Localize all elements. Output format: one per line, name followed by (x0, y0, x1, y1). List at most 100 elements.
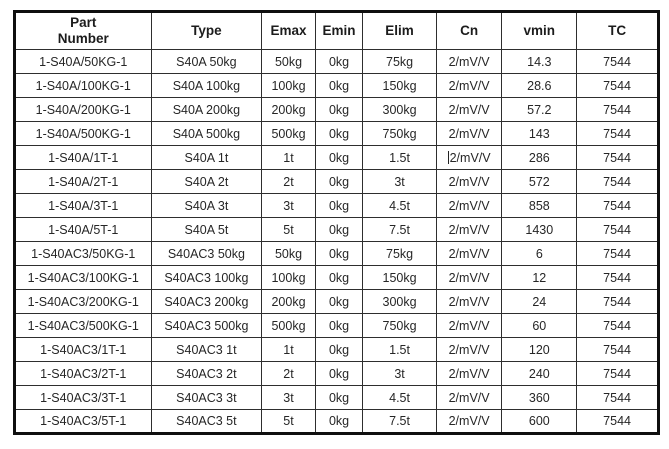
cell-text: 3t (394, 366, 405, 381)
table-row: 1-S40A/2T-1 S40A 2t 2t 0kg 3t 2/mV/V 572 7544 (13, 169, 660, 194)
cell-part-number: 1-S40AC3/1T-1 (13, 337, 152, 362)
cell-text: 50kg (274, 54, 303, 69)
cell-emin: 0kg (314, 265, 364, 290)
cell-tc: 7544 (576, 409, 660, 435)
cell-text: 7544 (603, 414, 631, 428)
table-row: 1-S40AC3/5T-1 S40AC3 5t 5t 0kg 7.5t 2/mV/V 600… (13, 409, 660, 435)
load-cell-spec-table: Part Number Type Emax Emin Elim Cn vmin TC 1-S4… (13, 10, 660, 435)
table-row: 1-S40A/100KG-1 S40A 100kg 100kg 0kg 150kg 2/m… (13, 73, 660, 98)
cell-text: 2/mV/V (448, 294, 490, 309)
cell-vmin: 60 (501, 313, 578, 338)
cell-text: 2/mV/V (448, 366, 490, 381)
cell-text: 2/mV/V (448, 222, 490, 237)
cell-cn: 2/mV/V (435, 337, 503, 362)
cell-text: 3t (394, 174, 405, 189)
cell-part-number: 1-S40A/500KG-1 (13, 121, 152, 146)
cell-type: S40AC3 2t (150, 361, 263, 386)
cell-elim: 1.5t (362, 337, 437, 362)
cell-part-number: 1-S40A/2T-1 (13, 169, 152, 194)
text-caret (447, 150, 449, 164)
cell-text: 1-S40AC3/50KG-1 (31, 246, 136, 261)
cell-text: 150kg (382, 78, 417, 93)
cell-elim: 75kg (362, 49, 437, 74)
cell-text: 2/mV/V (448, 318, 490, 333)
cell-text: 2/mV/V (448, 54, 490, 69)
cell-type: S40A 3t (150, 193, 263, 218)
cell-tc: 7544 (576, 97, 660, 122)
cell-text: 1-S40A/100KG-1 (35, 78, 131, 93)
cell-text: 7544 (603, 174, 631, 189)
cell-text: 4.5t (389, 198, 410, 213)
cell-elim: 750kg (362, 121, 437, 146)
cell-vmin: 57.2 (501, 97, 578, 122)
cell-part-number: 1-S40AC3/3T-1 (13, 385, 152, 410)
cell-tc: 7544 (576, 385, 660, 410)
cell-emin: 0kg (314, 313, 364, 338)
cell-text: 150kg (382, 270, 417, 285)
cell-text: S40AC3 50kg (167, 246, 245, 261)
cell-vmin: 858 (501, 193, 578, 218)
cell-text: S40AC3 5t (176, 414, 237, 428)
cell-text: 0kg (328, 150, 350, 165)
cell-type: S40AC3 100kg (150, 265, 263, 290)
cell-text: 1-S40AC3/2T-1 (40, 366, 127, 381)
cell-text: 2/mV/V (448, 414, 490, 428)
cell-text: 7544 (603, 198, 631, 213)
cell-text: 7544 (603, 318, 631, 333)
cell-part-number: 1-S40AC3/2T-1 (13, 361, 152, 386)
cell-text: 6 (535, 246, 543, 261)
cell-part-number: 1-S40A/50KG-1 (13, 49, 152, 74)
cell-elim: 4.5t (362, 385, 437, 410)
cell-vmin: 143 (501, 121, 578, 146)
cell-cn: 2/mV/V (435, 121, 503, 146)
cell-tc: 7544 (576, 145, 660, 170)
cell-text: 7.5t (389, 414, 410, 428)
cell-emin: 0kg (314, 169, 364, 194)
cell-emin: 0kg (314, 361, 364, 386)
cell-text: 200kg (271, 102, 306, 117)
table-row: 1-S40A/1T-1 S40A 1t 1t 0kg 1.5t 2/mV/V 286 7544 (13, 145, 660, 170)
cell-text: 7544 (603, 270, 631, 285)
cell-emin: 0kg (314, 49, 364, 74)
table-header: Part Number Type Emax Emin Elim Cn vmin TC (13, 10, 660, 50)
cell-text: 1-S40AC3/100KG-1 (27, 270, 139, 285)
cell-elim: 150kg (362, 265, 437, 290)
cell-emax: 100kg (261, 73, 316, 98)
cell-text: 60 (532, 318, 547, 333)
cell-text: 1-S40AC3/3T-1 (40, 390, 127, 405)
cell-vmin: 360 (501, 385, 578, 410)
cell-tc: 7544 (576, 193, 660, 218)
table-row: 1-S40A/50KG-1 S40A 50kg 50kg 0kg 75kg 2/mV/V 1… (13, 49, 660, 74)
cell-tc: 7544 (576, 361, 660, 386)
table-row: 1-S40AC3/2T-1 S40AC3 2t 2t 0kg 3t 2/mV/V 240 75… (13, 361, 660, 386)
cell-cn: 2/mV/V (435, 409, 503, 435)
cell-text: 0kg (328, 126, 350, 141)
cell-tc: 7544 (576, 241, 660, 266)
cell-text: 1-S40A/5T-1 (48, 222, 119, 237)
cell-text: 143 (528, 126, 550, 141)
cell-emin: 0kg (314, 241, 364, 266)
cell-vmin: 600 (501, 409, 578, 435)
column-header-type: Type (150, 10, 263, 50)
cell-text: 7544 (603, 342, 631, 357)
cell-text: 360 (528, 390, 550, 405)
cell-text: 0kg (328, 366, 350, 381)
column-header-elim: Elim (362, 10, 437, 50)
cell-text: 600 (528, 414, 550, 428)
cell-cn: 2/mV/V (435, 385, 503, 410)
cell-elim: 7.5t (362, 217, 437, 242)
cell-text: S40A 500kg (172, 126, 241, 141)
cell-text: 75kg (386, 54, 414, 69)
cell-text: S40AC3 500kg (164, 318, 249, 333)
cell-text: 4.5t (389, 390, 410, 405)
cell-text: 0kg (328, 294, 350, 309)
cell-cn: 2/mV/V (435, 217, 503, 242)
cell-text: 7544 (603, 54, 631, 69)
cell-text: 0kg (328, 54, 350, 69)
cell-cn: 2/mV/V (435, 265, 503, 290)
cell-emax: 200kg (261, 97, 316, 122)
cell-emin: 0kg (314, 145, 364, 170)
cell-text: 750kg (382, 126, 417, 141)
cell-cn: 2/mV/V (435, 49, 503, 74)
cell-text: S40AC3 200kg (164, 294, 249, 309)
